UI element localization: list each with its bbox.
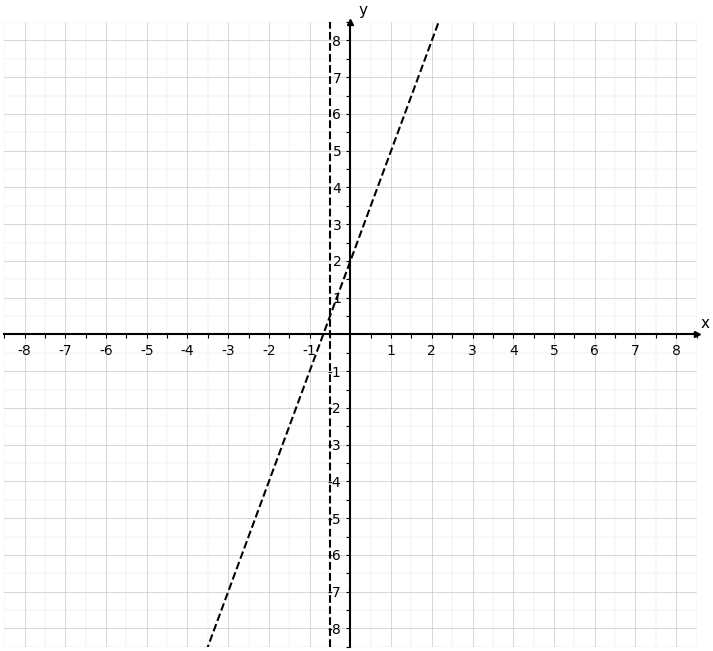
Text: x: x xyxy=(701,316,709,331)
Text: y: y xyxy=(358,3,367,18)
